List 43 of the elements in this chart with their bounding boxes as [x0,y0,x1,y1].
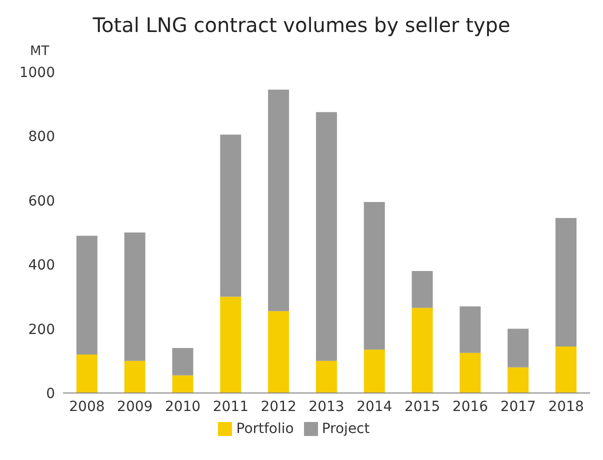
chart-title: Total LNG contract volumes by seller type [92,12,512,39]
bar [268,90,290,312]
x-tick-label: 2017 [500,398,536,415]
bar [124,360,146,393]
bar [364,202,385,350]
bar [220,296,242,393]
bar [316,112,337,361]
x-tick-label: 2013 [308,398,344,415]
y-tick-label: 800 [28,129,55,146]
x-tick-label: 2008 [69,398,105,415]
x-tick-label: 2015 [404,398,440,415]
y-tick-label: 1000 [19,64,55,81]
x-tick-label: 2014 [356,398,392,415]
bar [172,375,194,393]
y-axis-title: MT [30,44,50,59]
bar [508,367,529,393]
bar [124,232,146,361]
legend-label: Portfolio [236,421,294,437]
bar [76,236,98,354]
bar [508,328,529,368]
bar [412,308,433,393]
x-tick-label: 2018 [548,398,584,415]
bar [460,352,481,393]
x-tick-label: 2010 [164,398,201,415]
bar [364,350,385,393]
bar [556,218,577,346]
y-tick-label: 200 [28,322,55,338]
y-tick-label: 0 [46,386,55,402]
bar [460,306,481,353]
bar [316,360,337,393]
bar [556,346,577,393]
legend-label: Project [322,421,370,437]
bar [220,134,242,297]
y-tick-label: 600 [28,193,55,210]
bar [412,271,433,308]
x-tick-label: 2016 [452,398,488,415]
bar [172,348,194,376]
x-tick-label: 2011 [212,398,248,415]
y-tick-label: 400 [28,258,55,274]
bar [268,311,290,393]
x-tick-label: 2012 [260,398,296,415]
bar [76,354,98,393]
x-tick-label: 2009 [117,398,153,415]
